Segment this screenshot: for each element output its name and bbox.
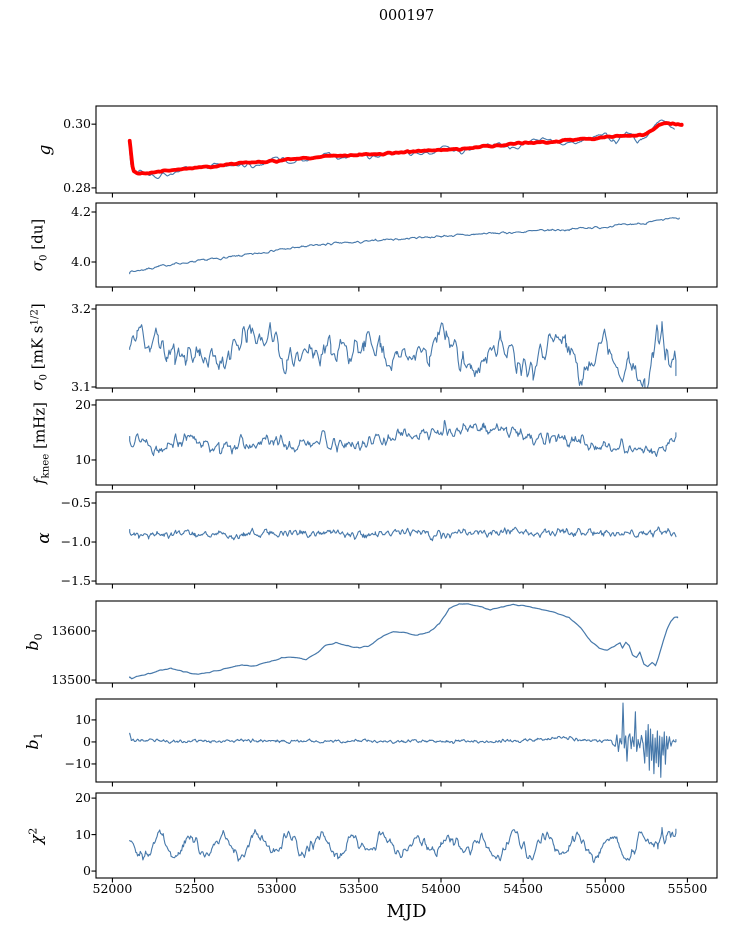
y-tick-label: 4.2 [71, 204, 91, 219]
panel-frame-sigma0-du [95, 202, 718, 288]
y-axis-label-sigma0-mks: σ0 [mK s1/2] [28, 302, 50, 391]
y-tick-label: 3.1 [71, 378, 91, 394]
y-tick-label: 20 [75, 396, 91, 412]
series-line-g-smoothed [127, 121, 684, 176]
panel-frame-g [95, 105, 718, 194]
x-tick-label: 52500 [174, 881, 215, 896]
y-axis-label-chi2: χ2 [26, 827, 46, 844]
x-tick-label: 54000 [421, 881, 461, 896]
x-tick-label: 55500 [667, 881, 708, 896]
y-axis-label-fknee: fknee [mHz] [30, 401, 52, 484]
x-tick-label: 55000 [585, 881, 626, 896]
y-tick-label: −1.0 [60, 534, 91, 550]
panel-frame-sigma0-mks [95, 304, 718, 389]
x-tick-label: 54500 [503, 881, 544, 896]
y-tick-label: 13600 [51, 622, 91, 638]
series-line-b1 [129, 702, 677, 778]
y-tick-label: 10 [75, 826, 91, 842]
y-axis-label-alpha: α [34, 532, 54, 544]
panel-frame-alpha [95, 491, 718, 585]
y-axis-label-sigma0-du: σ0 [du] [28, 218, 50, 272]
x-tick-label: 52000 [92, 881, 133, 896]
x-tick-label: 53000 [256, 881, 297, 896]
y-tick-label: 0.30 [63, 116, 91, 132]
y-axis-label-b0: b0 [23, 633, 45, 651]
y-tick-label: 0 [83, 863, 91, 879]
series-line-g-raw [129, 119, 675, 180]
panel-frame-b0 [95, 600, 718, 684]
y-tick-label: 20 [75, 790, 91, 806]
y-tick-label: 0 [83, 733, 91, 749]
series-line-b0 [129, 603, 679, 680]
x-axis-title: MJD [386, 901, 427, 922]
y-tick-label: 10 [75, 711, 91, 727]
y-axis-label-b1: b1 [23, 731, 45, 750]
x-tick-label: 53500 [338, 881, 379, 896]
y-tick-label: −1.5 [60, 573, 91, 589]
panel-frame-chi2 [95, 792, 718, 879]
series-line-fknee [129, 419, 677, 457]
figure-title: 000197 [378, 8, 435, 24]
panel-frame-b1 [95, 698, 718, 783]
panel-frame-fknee [95, 399, 718, 486]
y-tick-label: 4.0 [71, 254, 91, 269]
y-tick-label: −10 [64, 755, 91, 771]
y-tick-label: 3.2 [71, 300, 91, 316]
series-line-chi2 [129, 827, 677, 864]
series-line-sigma0-mks [129, 321, 677, 388]
y-tick-label: −0.5 [60, 495, 91, 510]
y-tick-label: 0.28 [63, 179, 91, 195]
y-axis-label-g: g [35, 144, 55, 155]
series-line-sigma0-du [129, 217, 680, 275]
series-line-alpha [129, 526, 677, 542]
y-tick-label: 10 [75, 451, 91, 467]
y-tick-label: 13500 [51, 672, 91, 688]
